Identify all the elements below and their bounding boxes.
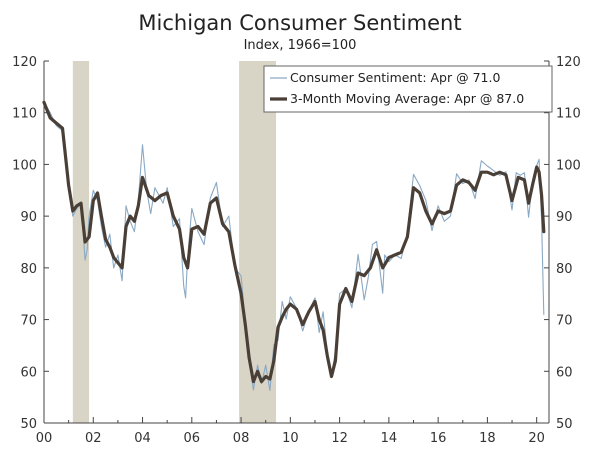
y-tick-label-left-60: 60 — [20, 365, 37, 380]
y-tick-label-left-70: 70 — [20, 314, 37, 329]
x-tick-label-2012: 12 — [331, 431, 348, 446]
x-tick-label-2020: 20 — [528, 431, 545, 446]
x-tick-label-2016: 16 — [430, 431, 447, 446]
legend-box — [263, 65, 553, 113]
y-tick-label-right-100: 100 — [556, 158, 581, 173]
chart-title: Michigan Consumer Sentiment — [138, 11, 461, 35]
series-line-consumer-sentiment — [43, 101, 545, 391]
x-tick-label-2000: 00 — [36, 431, 53, 446]
y-tick-label-left-110: 110 — [12, 107, 37, 122]
y-tick-label-left-80: 80 — [20, 262, 37, 277]
series-lines — [42, 100, 546, 391]
y-tick-label-left-50: 50 — [20, 417, 37, 432]
recession-band-0 — [72, 61, 90, 423]
y-tick-label-right-120: 120 — [556, 55, 581, 70]
x-tick-label-2018: 18 — [479, 431, 496, 446]
x-tick-label-2008: 08 — [233, 431, 250, 446]
y-tick-label-right-60: 60 — [556, 365, 573, 380]
x-tick-label-2002: 02 — [85, 431, 102, 446]
y-tick-label-right-90: 90 — [556, 210, 573, 225]
y-tick-label-left-90: 90 — [20, 210, 37, 225]
x-tick-label-2006: 06 — [184, 431, 201, 446]
recession-bands — [72, 61, 277, 423]
y-tick-label-left-120: 120 — [12, 55, 37, 70]
y-tick-label-right-80: 80 — [556, 262, 573, 277]
legend-label-sentiment: Consumer Sentiment: Apr @ 71.0 — [290, 70, 500, 85]
chart-subtitle: Index, 1966=100 — [244, 38, 357, 53]
y-tick-label-left-100: 100 — [12, 158, 37, 173]
series-line-3-month-moving-average — [42, 100, 546, 384]
y-tick-label-right-50: 50 — [556, 417, 573, 432]
recession-band-1 — [239, 61, 277, 423]
y-tick-label-right-70: 70 — [556, 314, 573, 329]
x-tick-label-2014: 14 — [381, 431, 398, 446]
legend-label-moving-average: 3-Month Moving Average: Apr @ 87.0 — [290, 91, 524, 106]
x-tick-label-2010: 10 — [282, 431, 299, 446]
y-tick-label-right-110: 110 — [556, 107, 581, 122]
legend: Consumer Sentiment: Apr @ 71.0 3-Month M… — [263, 65, 553, 113]
x-tick-label-2004: 04 — [134, 431, 151, 446]
